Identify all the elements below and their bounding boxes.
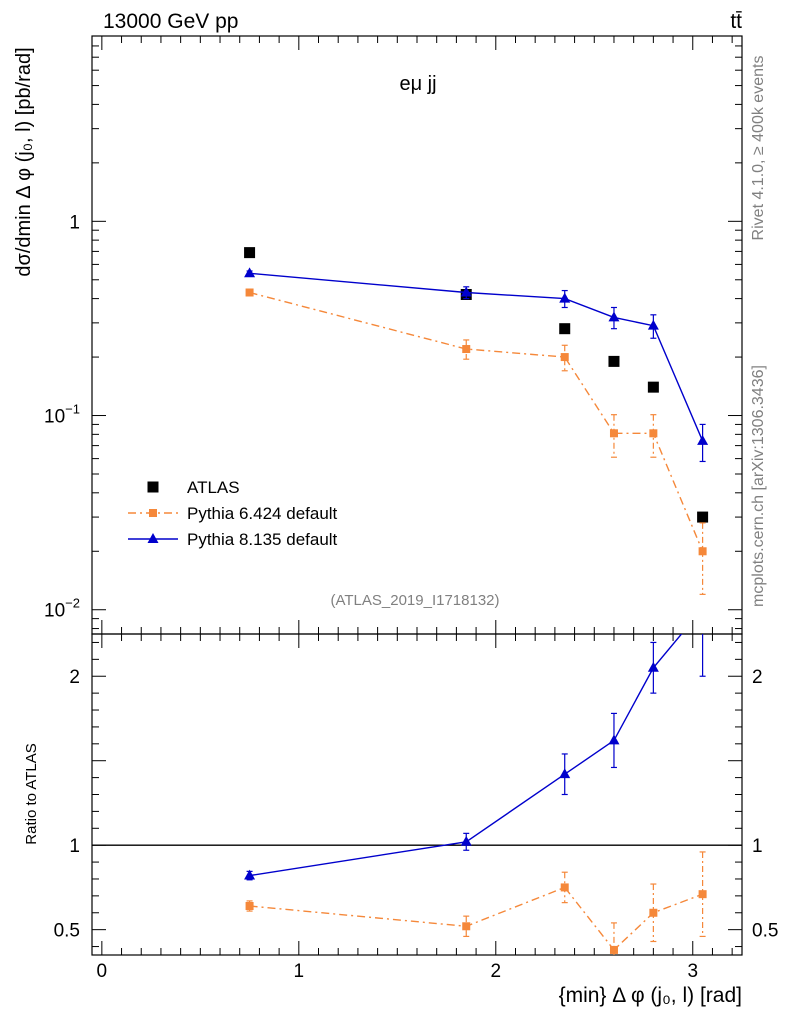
ratio-panel: 0 1 2 3 0.5 0.5 1 1 2 2: [54, 633, 778, 982]
ratio-y-tick-label-right: 0.5: [752, 921, 778, 942]
mcplots-label: mcplots.cern.ch [arXiv:1306.3436]: [750, 365, 767, 607]
x-tick-label: 2: [490, 961, 501, 982]
series-line-pythia8: [249, 272, 704, 442]
legend: ATLAS Pythia 6.424 default Pythia 8.135 de…: [128, 478, 338, 549]
process-label: tt̄: [730, 10, 742, 33]
ratio-y-axis-label: Ratio to ATLAS: [23, 743, 40, 844]
pythia6-point: [245, 288, 254, 297]
ratio-y-tick-label-left: 2: [69, 667, 80, 688]
ratio-pythia8-point: [244, 869, 256, 880]
x-axis-label: {min} Δ φ (j₀, l) [rad]: [559, 984, 742, 1007]
legend-marker: [147, 481, 159, 493]
ratio-pythia6-point: [698, 890, 707, 899]
atlas-point: [647, 381, 659, 393]
y-tick-label: 1: [69, 212, 80, 233]
ratio-pythia8-point: [608, 734, 620, 745]
x-tick-label: 0: [97, 961, 108, 982]
ratio-y-tick-label-left: 1: [69, 836, 80, 857]
atlas-point: [697, 511, 709, 523]
y-tick-label: 10−1: [44, 402, 80, 428]
ratio-pythia6-point: [609, 945, 618, 954]
legend-marker: [147, 533, 159, 543]
pythia8-point: [647, 319, 659, 330]
ratio-pythia6-point: [649, 908, 658, 917]
x-tick-label: 3: [687, 961, 698, 982]
analysis-id-label: (ATLAS_2019_I1718132): [330, 592, 499, 609]
y-tick-label: 10−2: [44, 596, 80, 622]
channel-label: eμ jj: [399, 73, 436, 95]
atlas-point: [559, 323, 571, 335]
atlas-point: [608, 355, 620, 367]
energy-label: 13000 GeV pp: [103, 10, 238, 33]
ratio-marks: [244, 603, 708, 955]
legend-label: Pythia 8.135 default: [187, 530, 338, 549]
legend-label: ATLAS: [187, 478, 240, 497]
pythia8-point: [608, 311, 620, 322]
main-panel: 1 10−1 10−2: [44, 35, 743, 635]
pythia8-point: [697, 434, 709, 445]
ratio-pythia8-point: [559, 768, 571, 779]
pythia8-point: [559, 292, 571, 303]
main-y-axis-label: dσ/dmin Δ φ (j₀, l) [pb/rad]: [13, 47, 35, 276]
pythia6-point: [609, 429, 618, 438]
main-marks: [244, 247, 709, 595]
pythia6-point: [649, 429, 658, 438]
ratio-pythia6-point: [245, 902, 254, 911]
pythia8-point: [460, 286, 472, 297]
atlas-point: [244, 247, 256, 259]
series-line-pythia6: [249, 291, 704, 552]
pythia6-point: [560, 353, 569, 362]
x-tick-label: 1: [294, 961, 305, 982]
pythia6-point: [462, 345, 471, 354]
pythia6-point: [698, 547, 707, 556]
legend-marker: [149, 509, 157, 517]
ratio-pythia6-point: [560, 883, 569, 892]
pythia8-point: [244, 267, 256, 278]
ratio-pythia6-point: [462, 922, 471, 931]
ratio-pythia8-point: [697, 603, 708, 613]
data-marks: [244, 247, 709, 955]
ratio-line-pythia6: [249, 886, 703, 951]
ratio-pythia8-point: [647, 661, 659, 672]
ratio-line-pythia8: [249, 634, 683, 877]
ratio-pythia8-point: [460, 835, 472, 846]
ratio-y-tick-label-left: 0.5: [54, 921, 80, 942]
ratio-y-tick-label-right: 1: [752, 836, 763, 857]
ratio-y-tick-label-right: 2: [752, 667, 763, 688]
legend-label: Pythia 6.424 default: [187, 504, 338, 523]
ratio-frame: [91, 633, 743, 956]
rivet-label: Rivet 4.1.0, ≥ 400k events: [750, 56, 767, 241]
